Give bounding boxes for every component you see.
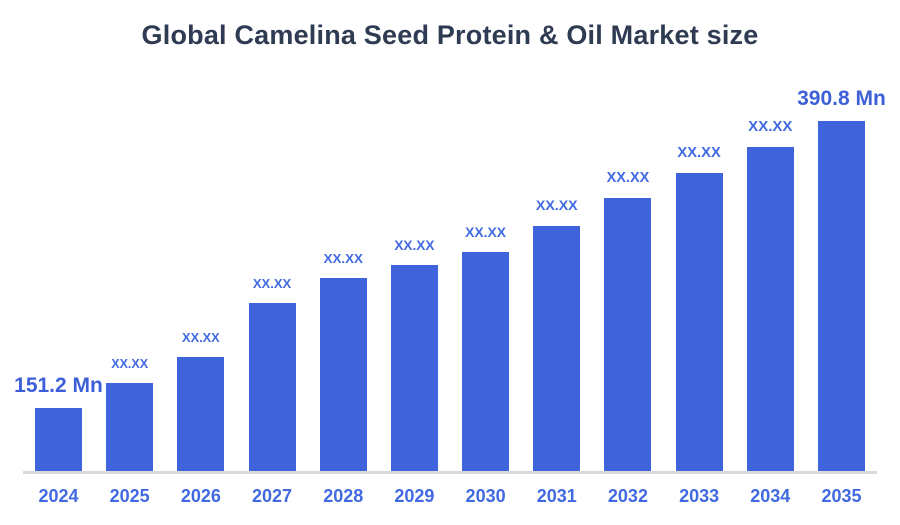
x-tick-label-2031: 2031 <box>536 486 577 506</box>
x-tick-label-2027: 2027 <box>252 486 293 506</box>
bar-2030 <box>462 252 510 471</box>
chart-title: Global Camelina Seed Protein & Oil Marke… <box>141 20 759 50</box>
bar-masked-label-2031: XX.XX <box>535 198 578 214</box>
bar-2029 <box>390 265 438 471</box>
bar-masked-label-2032: XX.XX <box>606 170 650 186</box>
x-tick-label-2024: 2024 <box>38 486 79 506</box>
bar-value-label-2035: 390.8 Mn <box>797 87 886 110</box>
x-tick-label-2029: 2029 <box>394 486 435 506</box>
bar-2024 <box>35 408 82 471</box>
x-tick-label-2026: 2026 <box>180 486 221 506</box>
bar-2028 <box>319 278 367 471</box>
x-tick-label-2034: 2034 <box>750 486 791 506</box>
bar-masked-label-2029: XX.XX <box>394 238 435 253</box>
bar-masked-label-2033: XX.XX <box>677 145 721 161</box>
x-axis-line <box>23 471 877 474</box>
bar-masked-label-2028: XX.XX <box>323 251 363 266</box>
bar-masked-label-2027: XX.XX <box>252 276 292 291</box>
bar-2026 <box>177 357 225 471</box>
bar-2025 <box>106 383 154 471</box>
bar-masked-label-2025: XX.XX <box>111 357 149 371</box>
bar-masked-label-2030: XX.XX <box>465 224 507 240</box>
x-tick-label-2032: 2032 <box>607 486 648 506</box>
x-tick-label-2035: 2035 <box>821 486 862 506</box>
bar-2033 <box>675 173 723 471</box>
bar-value-label-2024: 151.2 Mn <box>14 374 103 397</box>
bar-2027 <box>248 303 296 471</box>
bar-masked-label-2026: XX.XX <box>182 330 220 345</box>
bar-2035 <box>817 121 865 471</box>
x-tick-label-2033: 2033 <box>679 486 720 506</box>
x-tick-label-2025: 2025 <box>109 486 150 506</box>
x-tick-label-2030: 2030 <box>465 486 506 506</box>
x-tick-label-2028: 2028 <box>323 486 364 506</box>
bar-2032 <box>604 198 652 471</box>
bar-masked-label-2034: XX.XX <box>748 118 793 135</box>
bar-2031 <box>533 226 581 471</box>
bar-2034 <box>746 147 794 471</box>
